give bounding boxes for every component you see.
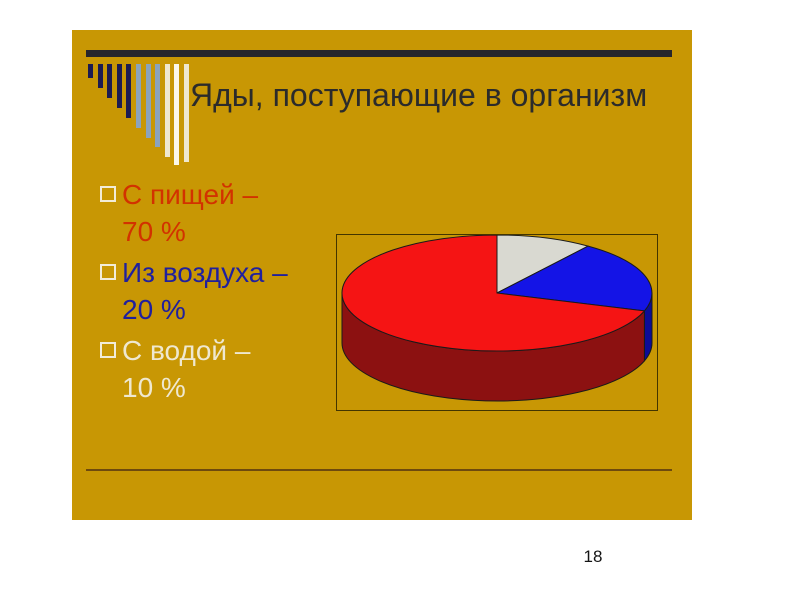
page-number: 18 — [583, 547, 603, 566]
slide-title: Яды, поступающие в организм — [190, 77, 648, 113]
deco-bar — [184, 64, 189, 162]
bullet-value: 10 % — [122, 372, 186, 403]
bullet-label: С водой – — [122, 335, 251, 366]
slide-body: Яды, поступающие в организм С пищей – 70… — [72, 30, 692, 520]
deco-bar — [117, 64, 122, 108]
deco-bar — [165, 64, 170, 157]
title-rule-bar — [86, 50, 672, 57]
deco-bar — [126, 64, 131, 118]
deco-bar — [136, 64, 141, 128]
square-bullet-icon — [100, 186, 116, 202]
deco-bar — [98, 64, 103, 88]
bullet-label: С пищей – — [122, 179, 259, 210]
square-bullet-icon — [100, 342, 116, 358]
square-bullet-icon — [100, 264, 116, 280]
deco-bar — [88, 64, 93, 78]
bullet-list: С пищей – 70 % Из воздуха – 20 % С водой… — [100, 176, 360, 410]
hanging-bars-decoration — [88, 64, 268, 199]
deco-bar — [107, 64, 112, 98]
pie-chart-frame — [336, 234, 658, 411]
deco-bar — [155, 64, 160, 147]
bullet-value: 20 % — [122, 294, 186, 325]
pie-slice-Из воздуха — [496, 245, 653, 312]
bullet-value: 70 % — [122, 216, 186, 247]
deco-bar — [174, 64, 179, 165]
pie-slice-С водой — [496, 235, 589, 294]
deco-bar — [146, 64, 151, 138]
bullet-label: Из воздуха – — [122, 257, 288, 288]
bullet-item-food: С пищей – 70 % — [100, 176, 360, 250]
pie-chart-3d — [341, 235, 653, 402]
bullet-item-water: С водой – 10 % — [100, 332, 360, 406]
pie-slice-С пищей — [341, 235, 645, 352]
footer-divider-line — [86, 469, 672, 471]
bullet-item-air: Из воздуха – 20 % — [100, 254, 360, 328]
